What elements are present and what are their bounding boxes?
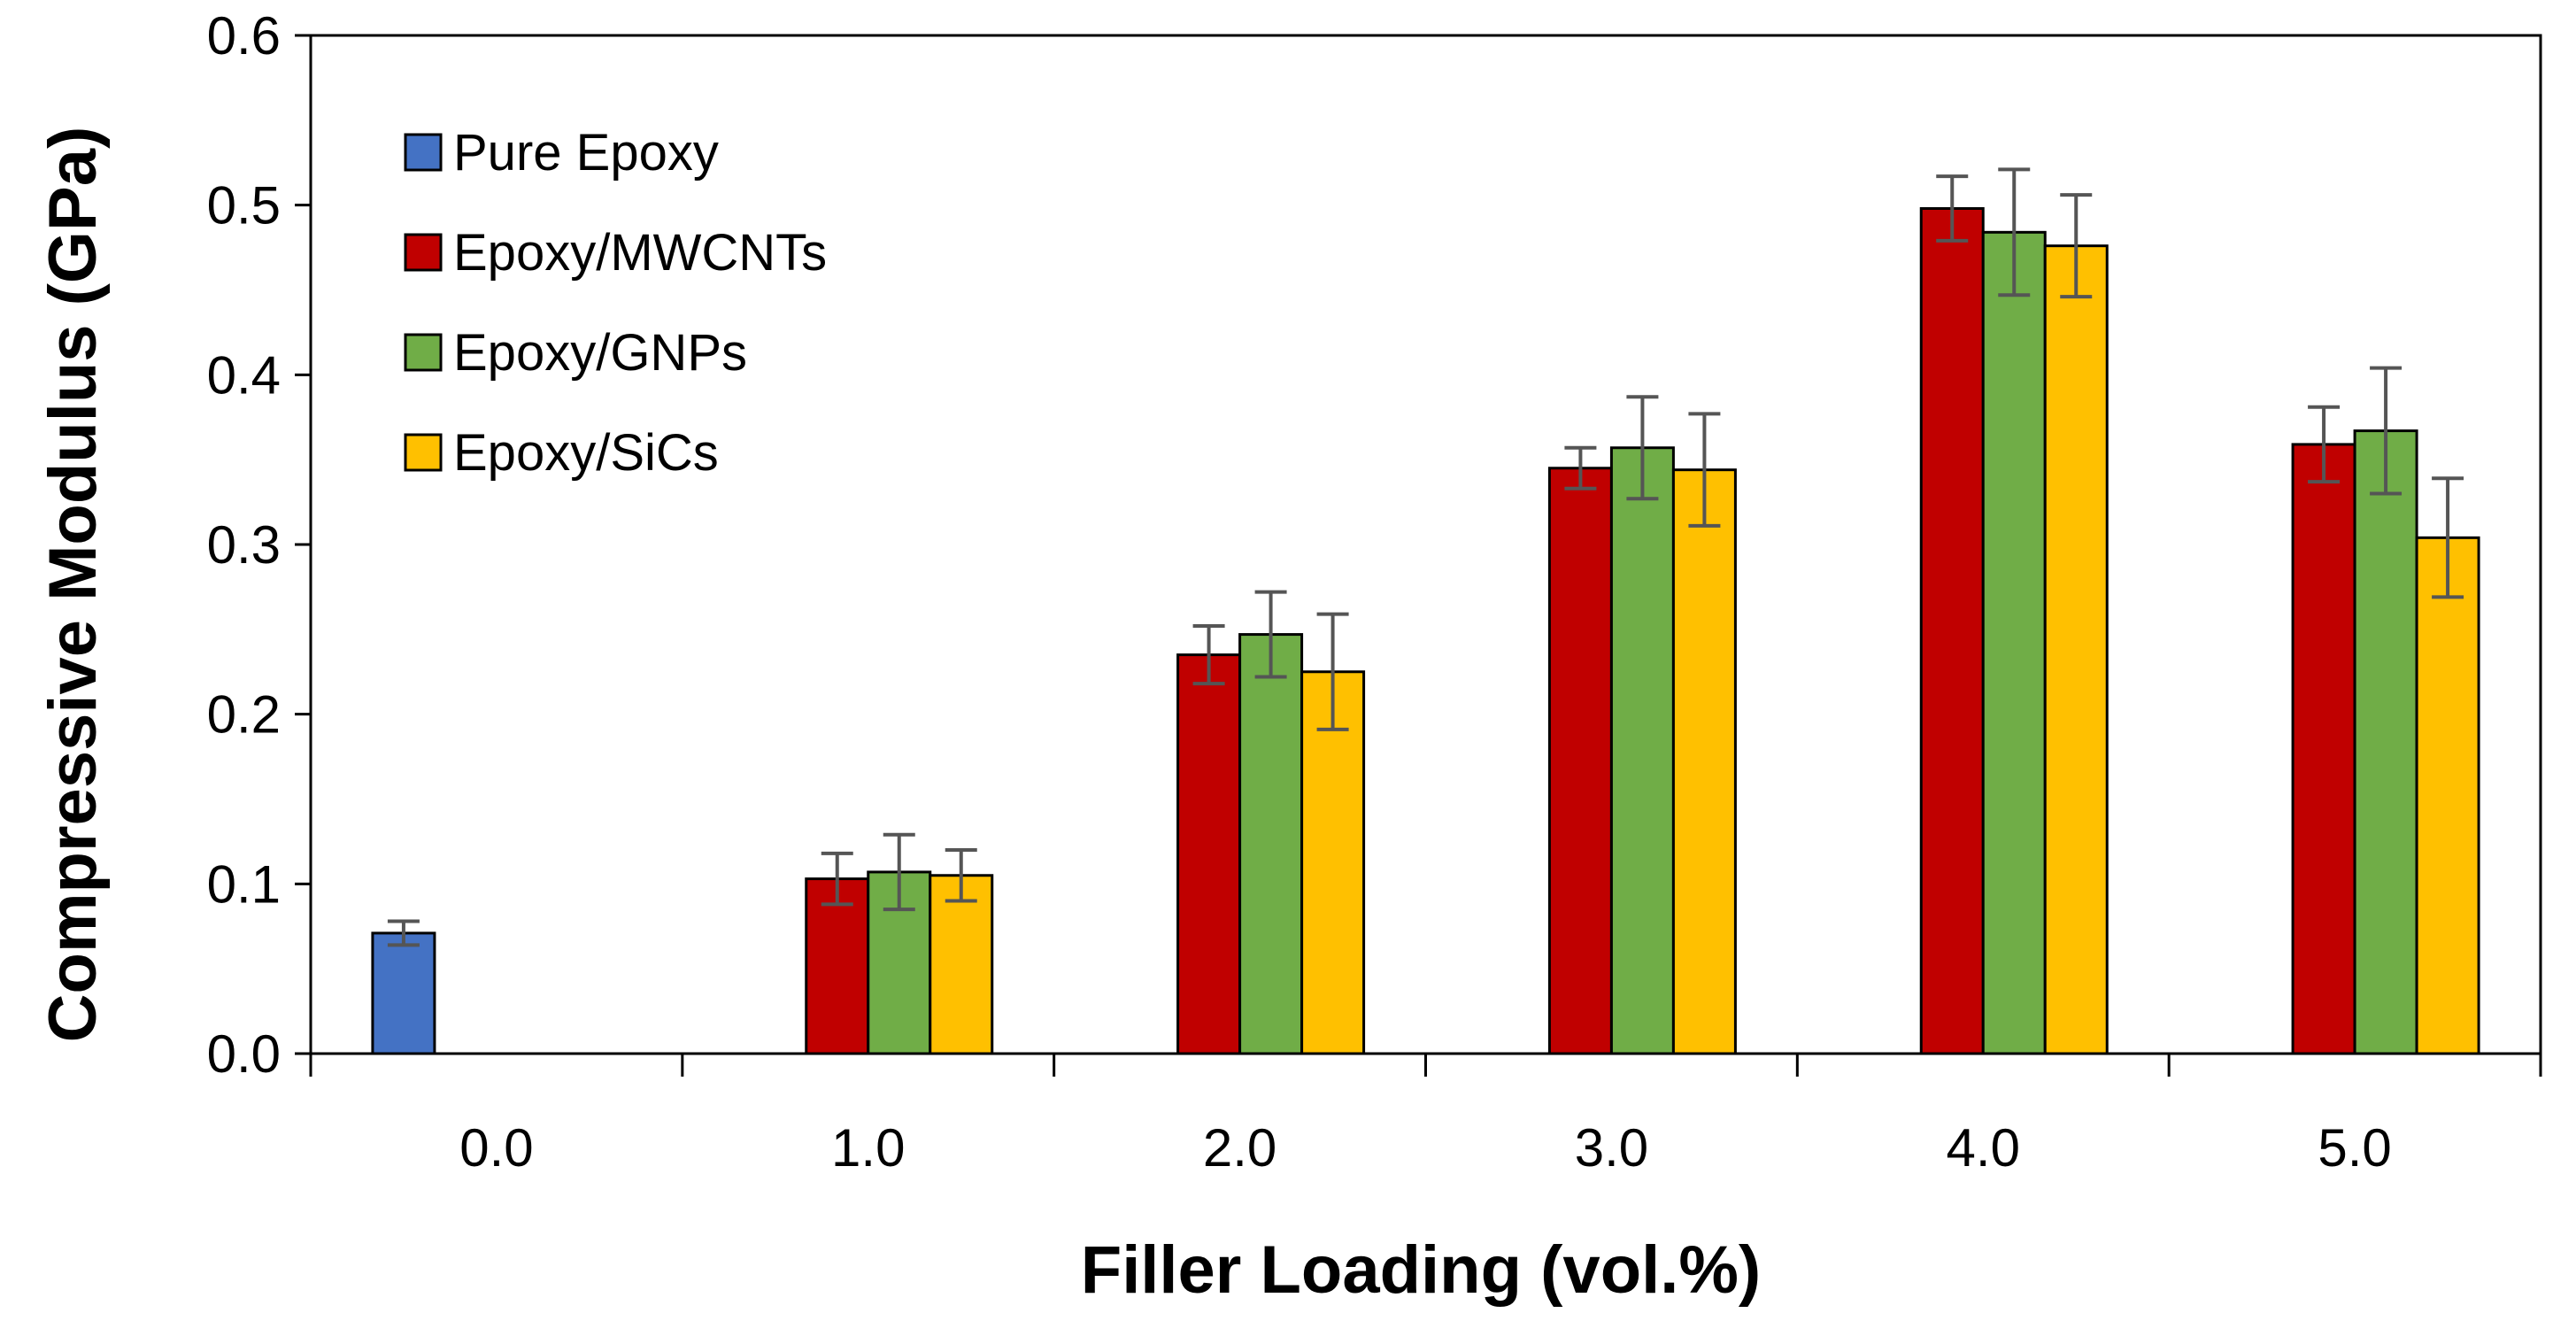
y-tick-label: 0.1 [207, 854, 281, 914]
x-tick-labels: 0.0 1.0 2.0 3.0 4.0 5.0 [459, 1118, 2392, 1178]
bar [1919, 207, 1985, 1055]
axes [295, 34, 2542, 1077]
plot-frame [309, 34, 2542, 1055]
x-axis-title: Filler Loading (vol.%) [1081, 1232, 1761, 1308]
bar [1176, 653, 1242, 1055]
y-tick-label: 0.4 [207, 345, 281, 405]
legend-swatch [404, 333, 443, 372]
bar [1981, 230, 2047, 1055]
x-tick-label: 1.0 [831, 1118, 905, 1178]
bar [2415, 536, 2480, 1055]
bar [805, 877, 870, 1055]
legend-swatch [404, 133, 443, 172]
y-tick-labels: 0.0 0.1 0.2 0.3 0.4 0.5 0.6 [207, 6, 281, 1084]
y-tick-label: 0.5 [207, 176, 281, 236]
legend-swatch [404, 433, 443, 472]
y-tick-label: 0.2 [207, 685, 281, 745]
bars [371, 207, 2480, 1055]
x-tick-label: 3.0 [1575, 1118, 1648, 1178]
bar [1238, 633, 1304, 1055]
bar [2353, 429, 2418, 1055]
bar [371, 931, 436, 1055]
plot-area [309, 34, 2542, 1055]
x-tick-label: 0.0 [459, 1118, 533, 1178]
legend: Pure Epoxy Epoxy/MWCNTs Epoxy/GNPs Epoxy/Si… [404, 124, 827, 482]
legend-label: Epoxy/SiCs [453, 424, 719, 482]
x-tick-label: 4.0 [1947, 1118, 2020, 1178]
bar [1547, 467, 1613, 1055]
y-tick-label: 0.6 [207, 6, 281, 66]
error-bars [387, 167, 2464, 947]
y-axis-title: Compressive Modulus (GPa) [35, 127, 111, 1043]
x-tick-label: 5.0 [2318, 1118, 2391, 1178]
legend-label: Pure Epoxy [453, 124, 719, 182]
bar [2291, 443, 2356, 1055]
bar [2043, 244, 2109, 1055]
legend-label: Epoxy/GNPs [453, 324, 747, 382]
y-tick-label: 0.3 [207, 515, 281, 575]
legend-label: Epoxy/MWCNTs [453, 224, 827, 282]
bar [1609, 446, 1675, 1055]
legend-swatch [404, 233, 443, 272]
y-tick-label: 0.0 [207, 1024, 281, 1084]
bar [1671, 468, 1737, 1055]
bar [929, 874, 994, 1055]
x-tick-label: 2.0 [1203, 1118, 1276, 1178]
